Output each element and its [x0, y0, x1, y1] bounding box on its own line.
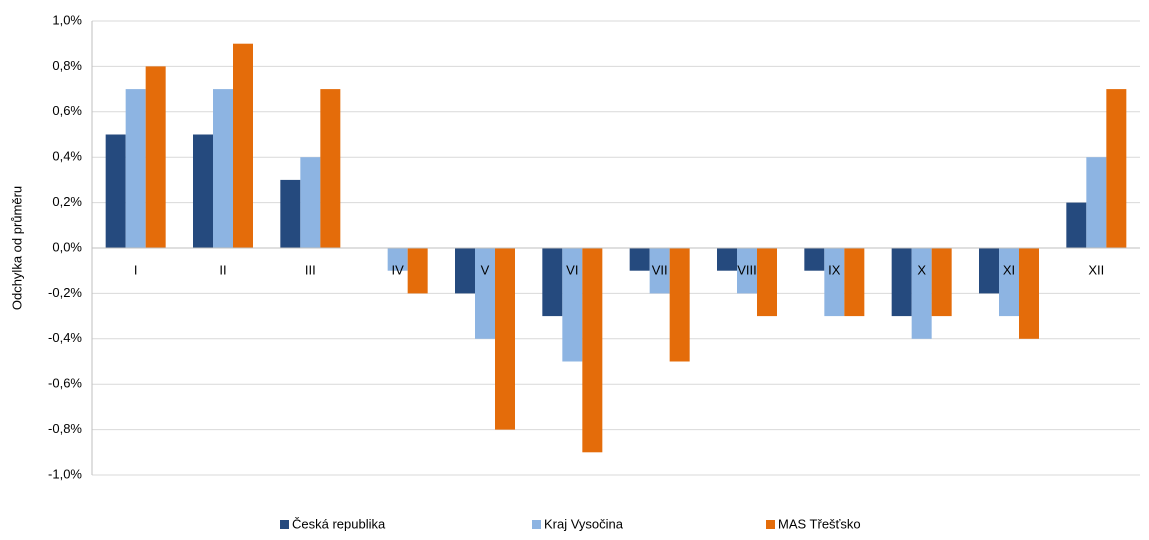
bar — [582, 248, 603, 453]
x-tick-label: X — [917, 262, 926, 277]
x-tick-label: IV — [392, 262, 405, 277]
x-tick-label: VIII — [737, 262, 757, 277]
bar — [629, 248, 650, 271]
bar — [824, 248, 845, 317]
bar — [455, 248, 475, 294]
bar — [213, 89, 233, 248]
x-tick-label: XI — [1003, 262, 1015, 277]
bar — [931, 248, 952, 317]
bar — [999, 248, 1019, 317]
bar — [757, 248, 777, 317]
x-tick-label: II — [219, 262, 226, 277]
bar — [737, 248, 757, 294]
bar — [1086, 157, 1107, 248]
legend-swatch — [280, 520, 289, 529]
x-tick-label: I — [134, 262, 138, 277]
x-tick-label: XII — [1088, 262, 1104, 277]
x-tick-label: VI — [566, 262, 578, 277]
bar — [300, 157, 321, 248]
y-tick-label: 0,2% — [52, 194, 82, 209]
bar — [475, 248, 495, 339]
bar — [891, 248, 912, 317]
y-tick-label: 0,4% — [52, 149, 82, 164]
bar — [649, 248, 670, 294]
bar — [911, 248, 932, 339]
bar — [145, 66, 166, 249]
y-tick-label: -0,4% — [48, 330, 82, 345]
legend-label: Česká republika — [292, 516, 386, 531]
bar — [320, 89, 341, 248]
legend-swatch — [766, 520, 775, 529]
bar — [105, 134, 126, 248]
x-tick-label: V — [481, 262, 490, 277]
y-tick-label: 0,6% — [52, 103, 82, 118]
bar — [804, 248, 825, 271]
bar — [562, 248, 583, 362]
bar — [280, 179, 301, 248]
y-tick-label: 0,8% — [52, 58, 82, 73]
bar — [979, 248, 999, 294]
y-tick-label: -0,8% — [48, 421, 82, 436]
y-tick-label: -0,6% — [48, 376, 82, 391]
y-axis-label: Odchylka od průměru — [9, 186, 24, 310]
legend-label: MAS Třešťsko — [778, 516, 861, 531]
y-tick-label: -0,2% — [48, 285, 82, 300]
y-tick-label: -1,0% — [48, 466, 82, 481]
legend-swatch — [532, 520, 541, 529]
bar — [407, 248, 428, 294]
bar — [193, 134, 213, 248]
bar — [1106, 89, 1127, 248]
bar — [387, 248, 408, 271]
bar — [717, 248, 737, 271]
bar — [233, 43, 253, 249]
bar — [495, 248, 515, 430]
x-tick-label: IX — [828, 262, 841, 277]
bar — [1066, 202, 1087, 248]
x-tick-label: VII — [652, 262, 668, 277]
bar — [844, 248, 865, 317]
x-tick-label: III — [305, 262, 316, 277]
legend-label: Kraj Vysočina — [544, 516, 624, 531]
y-tick-label: 1,0% — [52, 12, 82, 27]
y-tick-label: 0,0% — [52, 239, 82, 254]
bar — [1019, 248, 1039, 339]
bar — [669, 248, 690, 362]
bar — [125, 89, 146, 248]
bar — [542, 248, 563, 317]
